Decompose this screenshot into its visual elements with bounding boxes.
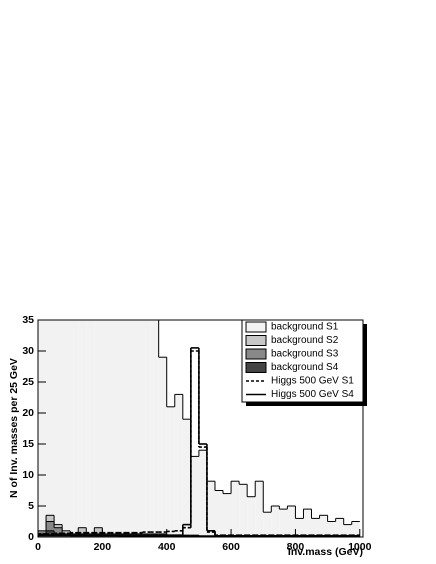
y-tick-label: 20 [22,407,34,419]
plot-area [38,320,360,537]
histogram-bar [54,320,63,537]
histogram-bar [62,320,71,537]
histogram-bar [287,506,296,537]
legend: background S1 background S2 background S3 b… [241,319,364,403]
y-tick-label: 5 [28,500,34,512]
plot-frame [37,319,364,538]
histogram-bar [70,320,79,537]
histogram-bar [94,320,103,537]
legend-swatch [245,321,267,333]
histogram-bar [102,320,111,537]
histogram-bar [327,521,336,537]
x-tick-label: 200 [94,541,112,553]
histogram-bar [70,535,79,537]
legend-label: Higgs 500 GeV S1 [271,376,354,387]
histogram-bar [198,450,207,537]
y-tick-label: 30 [22,345,34,357]
histogram-bar [86,320,95,537]
histogram-bar [62,535,71,537]
histogram-bar [78,320,87,537]
histogram-bar [335,518,344,537]
histogram-bar [303,509,312,537]
histogram-bar [263,512,272,537]
x-tick-label: 400 [158,541,176,553]
histogram-bar [110,535,119,537]
histogram-bar [231,481,240,537]
legend-swatch [245,362,267,373]
histogram-bar [118,320,127,537]
histogram-bar [38,320,47,537]
histogram-bar [166,406,175,537]
axes: 0 5 10 15 20 25 30 35 0 200 400 600 800 1000 [22,314,371,553]
histogram-bar [182,419,191,537]
histogram-bar [214,490,224,537]
histogram-bar [295,518,304,537]
histogram-bar [319,515,328,537]
histogram-bar [255,481,264,537]
histogram-bar [247,496,256,537]
x-tick-label: 1000 [348,541,372,553]
histogram-bar [46,320,55,537]
histogram-bar [86,535,95,537]
x-axis-label: Inv.mass (GeV) [288,546,363,558]
histogram-bar [102,535,111,537]
histogram-bar [78,535,87,537]
legend-swatch [245,335,267,346]
histogram-bar [174,394,183,537]
histogram-bar [46,521,55,537]
legend-swatch [245,348,267,360]
legend-label: background S3 [271,349,339,360]
x-tick-label: 800 [287,541,305,553]
histogram-bar [110,320,119,537]
legend-label: Higgs 500 GeV S4 [271,389,354,400]
y-axis-label: N of Inv. masses per 25 GeV [8,358,20,498]
y-tick-label: 15 [22,438,34,450]
y-tick-label: 10 [22,469,34,481]
histogram-bar [46,530,55,537]
histogram-bar [158,357,167,537]
legend-label: background S4 [271,362,339,373]
histogram-bar [271,506,280,537]
histogram-bar [239,484,248,537]
histogram-bar [206,481,215,537]
histogram-bar [54,527,63,537]
legend-label: background S1 [271,322,339,333]
histogram-bar [94,535,103,537]
histogram-bar [343,524,352,537]
histogram-bar [94,527,103,537]
y-tick-label: 35 [22,314,34,326]
histogram-bar [126,320,135,537]
x-tick-label: 600 [222,541,240,553]
histogram-bar [190,456,199,537]
legend-label: background S2 [271,335,339,346]
x-tick-label: 0 [35,541,41,553]
histogram-bar [311,518,320,537]
histogram-bar [351,521,360,537]
histogram-bar [223,493,232,537]
y-tick-label: 25 [22,376,34,388]
legend-box [241,319,364,403]
histogram-bar [150,320,159,537]
histogram-bar [78,527,87,537]
histogram-bar [279,509,288,537]
histogram-bar [134,320,143,537]
y-tick-label: 0 [28,531,34,543]
histogram-bar [142,320,151,537]
